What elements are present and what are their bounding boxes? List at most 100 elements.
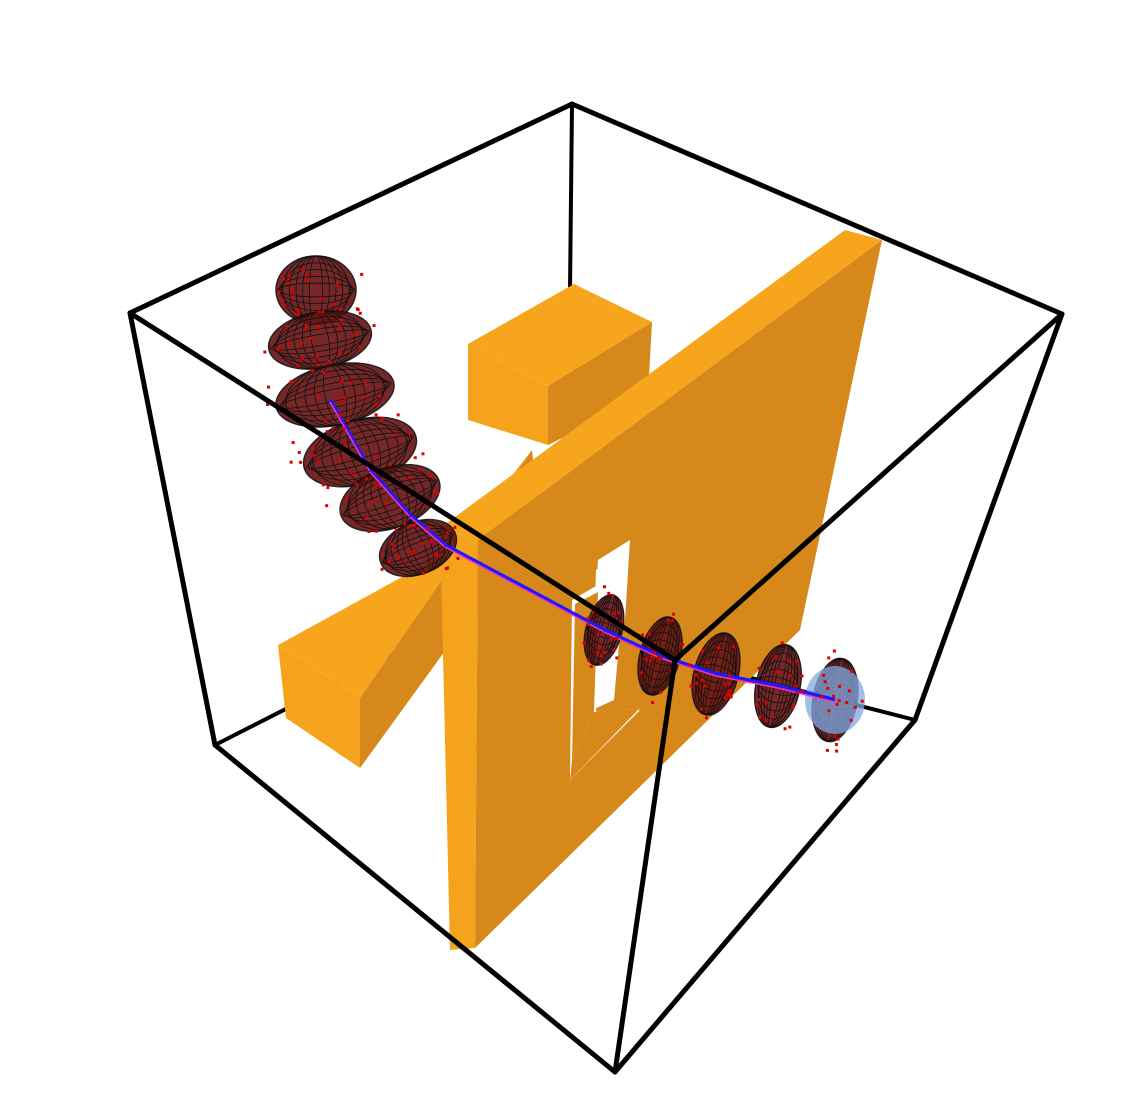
sample-point: [582, 641, 586, 645]
sample-point: [783, 727, 787, 731]
sample-point: [586, 658, 590, 662]
sample-point: [374, 529, 378, 533]
sample-point: [317, 459, 321, 463]
sample-point: [834, 743, 838, 747]
sample-point: [850, 669, 854, 673]
path-segment-highlight: [444, 546, 605, 633]
sample-point: [757, 698, 761, 702]
sample-point: [338, 325, 342, 329]
sample-point: [287, 281, 291, 285]
sample-point: [788, 659, 792, 663]
sample-point: [306, 278, 310, 282]
sample-point: [349, 470, 353, 474]
sample-point: [666, 618, 670, 622]
sample-point: [266, 385, 270, 389]
sample-point: [340, 399, 344, 403]
sample-point: [619, 620, 623, 624]
sample-point: [780, 641, 784, 645]
sample-point: [305, 325, 309, 329]
sample-point: [688, 663, 692, 667]
sample-point: [837, 699, 841, 703]
sample-point: [652, 651, 656, 655]
sample-point: [374, 455, 378, 459]
path-segment: [444, 543, 605, 632]
sample-point: [391, 548, 395, 552]
sample-point: [354, 332, 358, 336]
sample-point: [321, 310, 325, 314]
sample-point: [444, 567, 448, 571]
sample-point: [380, 553, 384, 557]
sample-point: [755, 703, 759, 707]
sample-point: [757, 666, 761, 670]
sample-point: [367, 530, 371, 534]
sample-point: [644, 657, 648, 661]
sample-point: [327, 359, 331, 363]
sample-point: [648, 632, 652, 636]
sample-point: [365, 477, 369, 481]
sample-point: [836, 737, 840, 741]
sample-point: [353, 474, 357, 478]
path-segment-highlight: [659, 657, 717, 677]
sample-point: [612, 611, 616, 615]
sample-point: [263, 350, 267, 354]
sample-point: [364, 381, 368, 385]
sample-point: [586, 622, 590, 626]
sample-point: [338, 350, 342, 354]
sample-point: [615, 656, 619, 660]
sample-point: [599, 662, 603, 666]
sample-point: [349, 381, 353, 385]
sample-point: [586, 616, 590, 620]
sample-point: [355, 482, 359, 486]
sample-point: [297, 450, 301, 454]
sample-point: [429, 475, 433, 479]
sample-point: [342, 396, 346, 400]
sample-point: [418, 467, 422, 471]
sample-point: [791, 705, 795, 709]
sample-point: [317, 325, 321, 329]
sample-point: [833, 734, 837, 738]
sample-point: [729, 695, 733, 699]
sample-point: [456, 556, 460, 560]
sample-point: [276, 347, 280, 351]
sample-point: [296, 312, 300, 316]
sample-point: [302, 268, 306, 272]
sample-point: [689, 684, 693, 688]
sample-point: [446, 531, 450, 535]
sample-point: [835, 702, 839, 706]
sample-point: [396, 555, 400, 559]
sample-point: [602, 650, 606, 654]
sample-point: [611, 594, 615, 598]
sample-point: [380, 417, 384, 421]
sample-point: [681, 643, 685, 647]
sample-point: [305, 273, 309, 277]
sample-point: [764, 718, 768, 722]
sample-point: [296, 310, 300, 314]
sample-point: [376, 482, 380, 486]
sample-point: [338, 413, 342, 417]
sample-point: [672, 612, 676, 616]
sample-point: [374, 484, 378, 488]
sample-point: [827, 709, 831, 713]
sample-point: [402, 559, 406, 563]
sample-point: [791, 703, 795, 707]
sample-point: [860, 699, 864, 703]
sample-point: [436, 491, 440, 495]
sample-point: [764, 701, 768, 705]
sample-point: [705, 661, 709, 665]
path-segment-highlight: [369, 471, 411, 518]
sample-point: [296, 363, 300, 367]
sample-point: [421, 452, 425, 456]
sample-point: [771, 715, 775, 719]
bounding-box-front-edges: [127, 101, 1065, 1075]
sample-point: [728, 689, 732, 693]
sample-point: [394, 528, 398, 532]
sample-point: [609, 637, 613, 641]
sample-point: [728, 692, 732, 696]
sample-point: [335, 283, 339, 287]
sample-point: [777, 669, 781, 673]
sample-point: [412, 523, 416, 527]
path-segment: [368, 468, 412, 517]
obstacle-upper-box: [468, 284, 652, 445]
sample-point: [659, 690, 663, 694]
sample-point: [282, 277, 286, 281]
